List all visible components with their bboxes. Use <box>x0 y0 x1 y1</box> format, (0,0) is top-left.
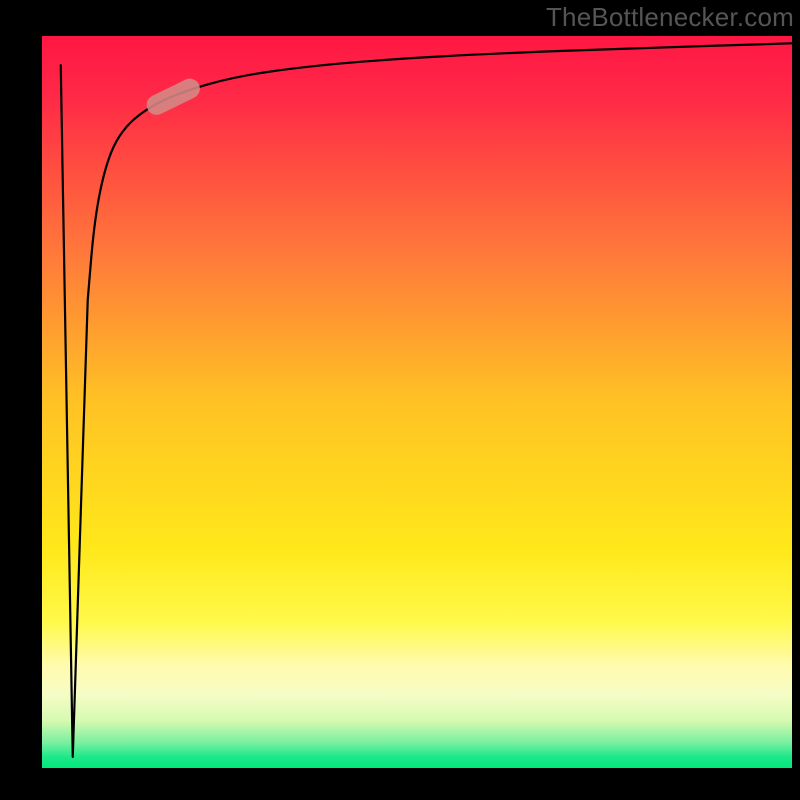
bottleneck-curve-chart <box>0 0 800 800</box>
chart-canvas: TheBottlenecker.com <box>0 0 800 800</box>
plot-background <box>42 36 792 768</box>
